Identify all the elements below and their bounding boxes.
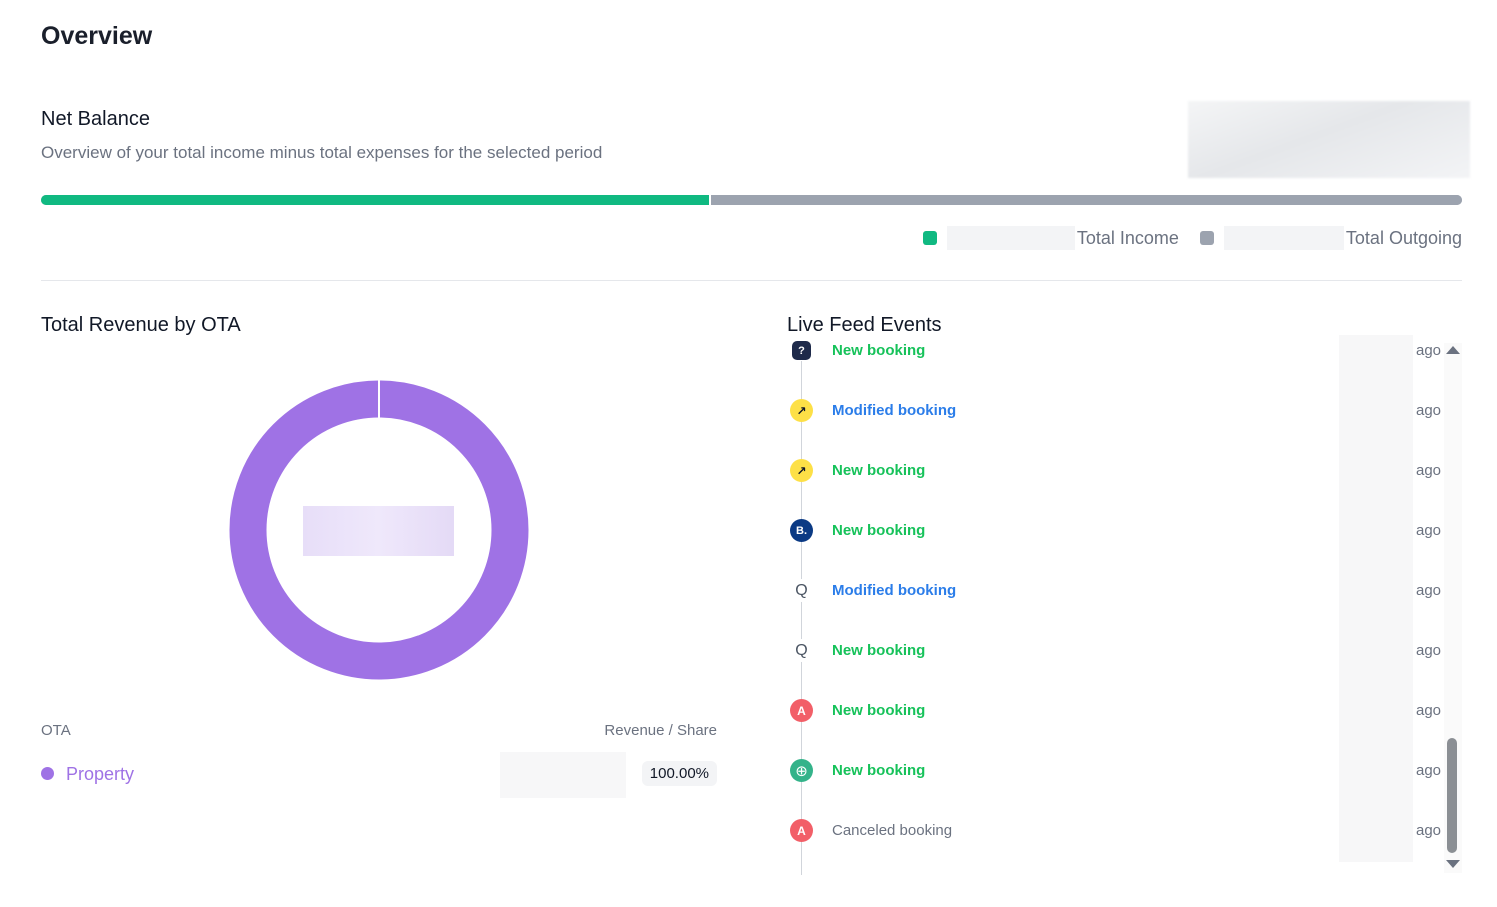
feed-event-label[interactable]: New booking [832, 642, 926, 659]
airbnb-icon: A [790, 819, 813, 842]
feed-event-time: ago [1416, 762, 1442, 779]
scroll-up-icon[interactable] [1446, 346, 1460, 354]
net-balance-subtitle: Overview of your total income minus tota… [41, 143, 603, 162]
feed-event-time: ago [1416, 522, 1442, 539]
feed-event-time: ago [1416, 642, 1442, 659]
outgoing-legend-swatch [1199, 231, 1214, 245]
feed-event-label[interactable]: New booking [832, 702, 926, 719]
ota-name: Property [66, 764, 135, 784]
feed-event-time: ago [1416, 582, 1442, 599]
outgoing-legend-label: Total Outgoing [1345, 227, 1462, 248]
scroll-thumb[interactable] [1447, 738, 1457, 853]
net-balance-title: Net Balance [41, 108, 150, 130]
scroll-down-icon[interactable] [1446, 860, 1460, 868]
feed-item[interactable]: ↗ New booking ago [787, 455, 1447, 485]
outgoing-amount-blurred [1223, 226, 1344, 250]
revenue-column-header: Revenue / Share [604, 722, 717, 739]
net-balance-legend: Total Income Total Outgoing [922, 226, 1462, 250]
feed-times-blurred [1339, 335, 1413, 862]
globe-icon: ⊕ [790, 759, 813, 782]
live-feed-title: Live Feed Events [787, 314, 942, 336]
ota-column-header: OTA [41, 722, 71, 739]
ota-row[interactable]: Property 100.00% [41, 752, 717, 798]
feed-event-label[interactable]: Canceled booking [832, 822, 953, 839]
direct-ota-icon: Q [790, 579, 813, 602]
feed-event-label[interactable]: New booking [832, 762, 926, 779]
revenue-section-title: Total Revenue by OTA [41, 314, 241, 336]
section-divider [41, 280, 1462, 281]
income-legend-label: Total Income [1076, 227, 1179, 248]
airbnb-icon: A [790, 699, 813, 722]
ota-revenue-blurred [500, 752, 626, 798]
feed-event-label[interactable]: Modified booking [832, 582, 957, 599]
donut-center-value-blurred [303, 506, 454, 556]
feed-event-time: ago [1416, 342, 1442, 359]
feed-event-label[interactable]: Modified booking [832, 402, 957, 419]
feed-event-label[interactable]: New booking [832, 522, 926, 539]
ota-share-badge: 100.00% [641, 761, 717, 786]
feed-event-time: ago [1416, 702, 1442, 719]
revenue-donut-chart [229, 380, 529, 680]
live-feed-list[interactable]: ? New booking ago ↗ Modified booking ago ↗ New … [787, 335, 1462, 875]
net-balance-bar [41, 195, 1462, 205]
feed-item[interactable]: ⊕ New booking ago [787, 755, 1447, 785]
page-title: Overview [41, 22, 153, 50]
income-legend-swatch [922, 231, 937, 245]
ota-color-dot [41, 767, 54, 780]
feed-event-time: ago [1416, 402, 1442, 419]
feed-item[interactable]: Q New booking ago [787, 635, 1447, 665]
feed-item[interactable]: A New booking ago [787, 695, 1447, 725]
outgoing-bar-segment [710, 195, 1462, 205]
unknown-ota-icon: ? [792, 341, 811, 360]
feed-item[interactable]: ↗ Modified booking ago [787, 395, 1447, 425]
income-bar-segment [41, 195, 709, 205]
expedia-icon: ↗ [790, 459, 813, 482]
feed-event-label[interactable]: New booking [832, 342, 926, 359]
feed-event-time: ago [1416, 462, 1442, 479]
feed-timeline-line [801, 361, 802, 875]
feed-event-time: ago [1416, 822, 1442, 839]
direct-ota-icon: Q [790, 639, 813, 662]
feed-item[interactable]: ? New booking ago [787, 335, 1447, 365]
bar-separator [708, 195, 711, 205]
feed-item[interactable]: Q Modified booking ago [787, 575, 1447, 605]
net-balance-amount-blurred [1188, 101, 1470, 178]
income-amount-blurred [946, 226, 1075, 250]
feed-event-label[interactable]: New booking [832, 462, 926, 479]
expedia-icon: ↗ [790, 399, 813, 422]
booking-com-icon: B. [790, 519, 813, 542]
feed-item[interactable]: B. New booking ago [787, 515, 1447, 545]
feed-item[interactable]: A Canceled booking ago [787, 815, 1447, 845]
